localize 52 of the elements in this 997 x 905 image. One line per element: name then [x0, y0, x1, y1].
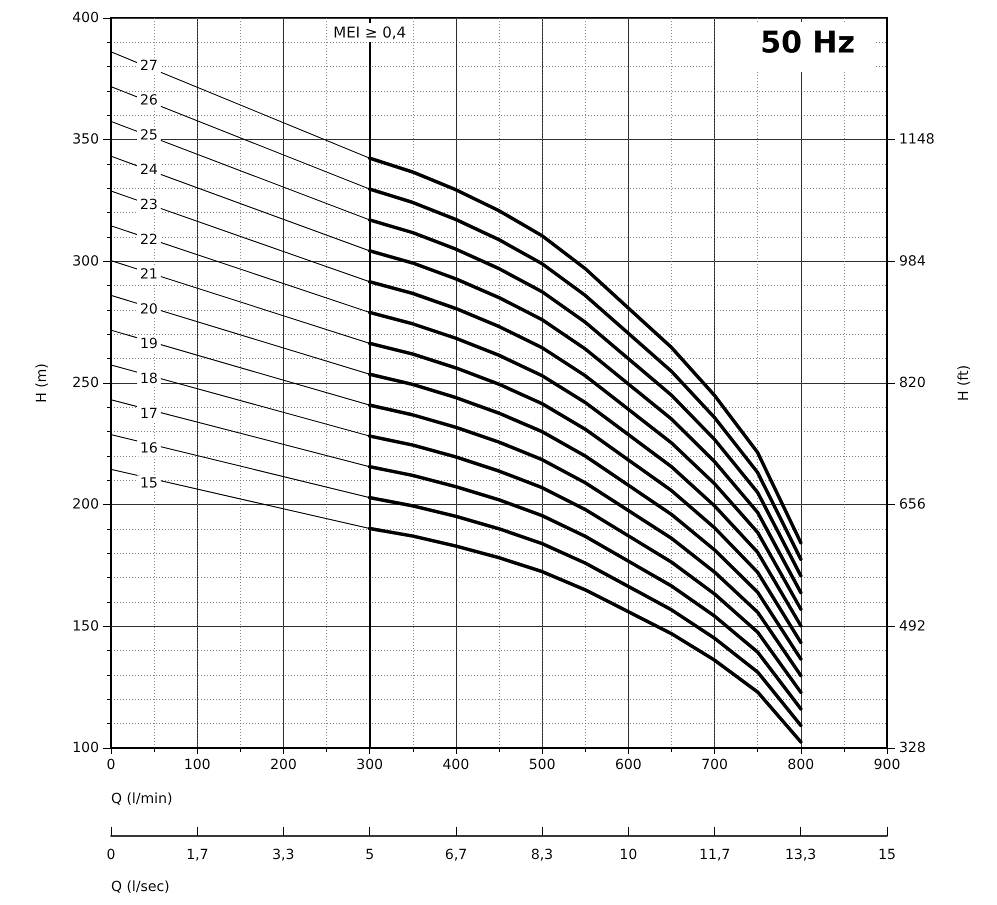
- series-label: 22: [140, 232, 158, 248]
- x2-tick-label: 8,3: [530, 847, 554, 863]
- series-label: 17: [140, 406, 158, 422]
- x2-axis-title: Q (l/sec): [111, 879, 170, 895]
- x-tick-label: 900: [874, 757, 900, 773]
- series-label: 24: [140, 162, 158, 178]
- x-tick-label: 700: [701, 757, 728, 773]
- x-axis-title: Q (l/min): [111, 791, 172, 807]
- x2-tick-label: 6,7: [444, 847, 468, 863]
- y-tick-label: 350: [72, 132, 99, 148]
- y-axis-title: H (m): [34, 363, 50, 403]
- x2-tick-label: 0: [106, 847, 116, 863]
- x2-tick-label: 11,7: [699, 847, 730, 863]
- y2-tick-label: 492: [899, 618, 926, 634]
- chart-title: 50 Hz: [760, 26, 856, 60]
- series-label: 23: [140, 197, 158, 214]
- y-tick-label: 200: [72, 496, 99, 513]
- y2-tick-label: 656: [899, 496, 926, 513]
- y2-axis-title: H (ft): [956, 364, 972, 402]
- y-tick-label: 250: [72, 375, 99, 391]
- x-tick-label: 300: [356, 757, 384, 773]
- y2-tick-label: 1148: [899, 132, 935, 148]
- x2-tick-label: 15: [878, 847, 896, 863]
- series-label: 16: [140, 440, 158, 457]
- series-label: 15: [140, 475, 158, 492]
- x-tick-label: 0: [106, 757, 116, 773]
- y-tick-label: 150: [72, 618, 99, 634]
- y-tick-label: 100: [72, 740, 99, 756]
- x-tick-label: 600: [614, 757, 642, 773]
- x2-tick-label: 3,3: [272, 847, 294, 863]
- series-label: 26: [140, 92, 158, 109]
- series-label: 21: [140, 266, 158, 283]
- x-tick-label: 400: [442, 757, 470, 773]
- series-label: 19: [140, 336, 158, 352]
- x2-tick-label: 10: [619, 847, 638, 863]
- y-tick-label: 300: [72, 253, 99, 270]
- x-tick-label: 200: [270, 757, 297, 773]
- ref-line-label: MEI ≥ 0,4: [333, 24, 406, 42]
- y2-tick-label: 328: [899, 740, 926, 756]
- series-label: 25: [140, 127, 158, 144]
- y-tick-label: 400: [72, 10, 99, 26]
- x2-tick-label: 13,3: [785, 847, 816, 863]
- series-label: 20: [140, 301, 158, 318]
- y2-tick-label: 820: [899, 375, 926, 391]
- y2-tick-label: 984: [899, 253, 926, 270]
- x-tick-label: 100: [184, 757, 211, 773]
- x-tick-label: 800: [787, 757, 814, 773]
- series-label: 27: [140, 58, 158, 74]
- x2-tick-label: 5: [365, 847, 374, 863]
- x2-tick-label: 1,7: [186, 847, 209, 863]
- series-label: 18: [140, 370, 158, 387]
- x-tick-label: 500: [528, 757, 556, 773]
